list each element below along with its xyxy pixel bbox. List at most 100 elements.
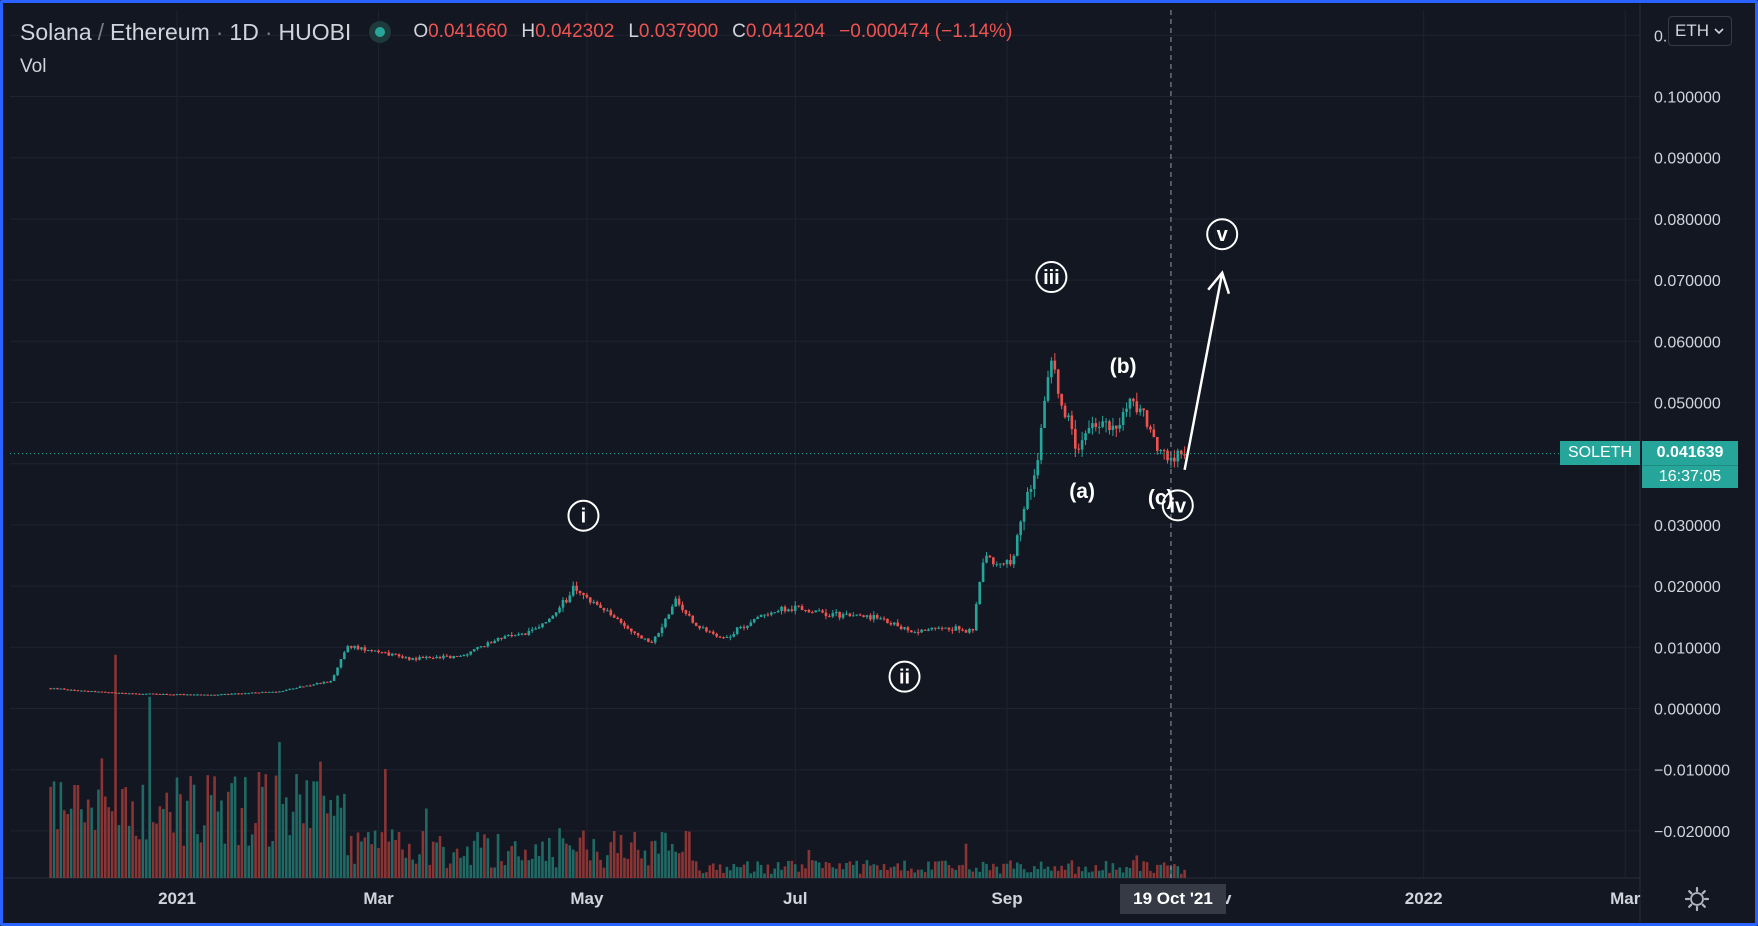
y-tick-label: 0.090000 — [1654, 151, 1721, 168]
volume-bar — [855, 860, 859, 878]
volume-bar — [223, 843, 227, 878]
candle-body — [462, 654, 466, 656]
volume-bar — [780, 869, 783, 878]
y-tick-label: 0.020000 — [1654, 579, 1721, 596]
candle-body — [862, 615, 865, 617]
interval-label[interactable]: 1D — [229, 18, 259, 45]
candle-body — [848, 613, 852, 617]
volume-bar — [981, 861, 985, 878]
volume-bar — [1094, 865, 1098, 878]
volume-bar — [107, 807, 110, 878]
volume-bar — [86, 799, 90, 878]
low-label: L — [628, 21, 639, 42]
settings-gear-icon[interactable] — [1684, 886, 1710, 912]
volume-bar — [554, 867, 558, 878]
last-price-tag: SOLETH 0.041639 16:37:05 — [1560, 441, 1738, 488]
volume-bar — [397, 832, 401, 878]
candle-body — [414, 658, 418, 660]
volume-bar — [544, 860, 548, 878]
open-label: O — [413, 21, 429, 42]
candle-body — [1104, 421, 1108, 423]
candle-body — [565, 600, 568, 603]
candle-body — [592, 601, 596, 603]
volume-bar — [626, 858, 630, 878]
candle-body — [858, 614, 862, 616]
volume-bar — [179, 794, 182, 878]
candle-body — [981, 562, 985, 582]
ohlc-values: O0.041660 H0.042302 L0.037900 C0.041204 … — [413, 21, 1012, 43]
candle-body — [886, 618, 889, 624]
volume-bar — [957, 865, 961, 878]
volume-bar — [1036, 868, 1040, 878]
wave-label-circle — [888, 660, 921, 693]
candle-body — [107, 692, 110, 694]
candle-body — [517, 634, 520, 636]
candle-body — [203, 694, 206, 696]
volume-bar — [872, 864, 876, 878]
candle-body — [483, 646, 486, 648]
candle-body — [588, 597, 592, 603]
candle-body — [377, 650, 380, 653]
volume-bar — [592, 839, 596, 878]
volume-bar — [479, 847, 483, 878]
candle-body — [418, 656, 421, 660]
candle-body — [691, 615, 695, 623]
volume-bar — [599, 859, 602, 878]
wave-label: i — [567, 499, 600, 532]
volume-bar — [1118, 867, 1122, 878]
wave-label: ii — [888, 660, 921, 693]
volume-bar — [1084, 866, 1087, 878]
candle-body — [1121, 411, 1125, 425]
candle-body — [1036, 460, 1040, 476]
volume-bar — [992, 863, 995, 878]
candle-body — [524, 633, 527, 635]
volume-bar — [1128, 867, 1132, 878]
candle-body — [250, 692, 254, 694]
volume-bar — [377, 848, 380, 878]
candle-body — [787, 609, 790, 612]
volume-bar — [954, 869, 958, 878]
candle-body — [817, 610, 821, 612]
volume-bar — [401, 849, 404, 878]
volume-bar — [407, 843, 411, 878]
candle-body — [626, 626, 630, 629]
candle-body — [701, 627, 705, 629]
candle-body — [312, 684, 315, 686]
volume-bar — [749, 873, 753, 878]
candle-body — [759, 614, 763, 618]
volume-bar — [783, 866, 787, 878]
symbol-base[interactable]: Solana — [20, 18, 92, 45]
volume-bar — [1005, 863, 1009, 878]
candle-body — [865, 615, 869, 617]
candle-body — [291, 688, 295, 690]
candle-body — [1118, 424, 1122, 429]
volume-bar — [793, 864, 797, 878]
volume-bar — [595, 851, 599, 878]
wave-label: (c) — [1148, 486, 1174, 509]
candle-body — [370, 650, 373, 652]
projection-arrow — [1183, 270, 1231, 471]
candle-body — [431, 658, 435, 660]
volume-bar — [373, 830, 377, 878]
volume-bar — [1070, 860, 1074, 878]
candle-body — [841, 614, 845, 618]
candle-body — [124, 693, 128, 695]
currency-button[interactable]: ETH — [1668, 16, 1732, 46]
symbol-quote[interactable]: Ethereum — [110, 18, 210, 45]
candle-body — [469, 651, 473, 655]
candle-body — [708, 631, 712, 633]
candle-body — [476, 647, 479, 650]
candle-body — [933, 627, 937, 629]
volume-bar — [561, 838, 565, 878]
volume-bar — [834, 868, 838, 878]
volume-bar — [670, 843, 674, 878]
volume-bar — [459, 857, 462, 878]
volume-indicator-label[interactable]: Vol — [20, 56, 47, 77]
candle-body — [1091, 423, 1094, 428]
volume-bar — [52, 781, 56, 878]
candle-body — [308, 685, 312, 687]
volume-bar — [571, 849, 575, 878]
wave-label: v — [1206, 218, 1239, 251]
candle-body — [397, 654, 401, 657]
